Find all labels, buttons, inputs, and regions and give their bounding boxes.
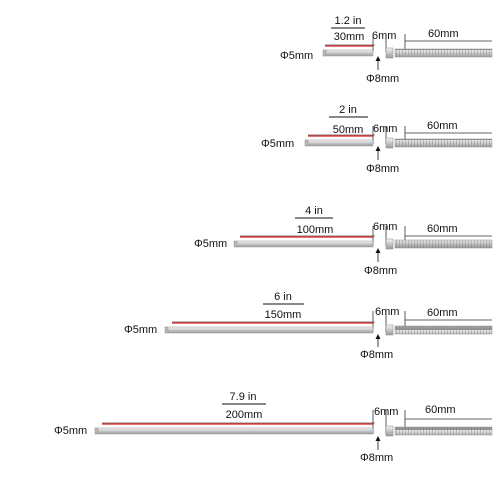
probe-tip bbox=[94, 427, 99, 435]
collar-diameter-label: Φ8mm bbox=[360, 349, 393, 361]
collar-diameter-label: Φ8mm bbox=[364, 265, 397, 277]
spring-length-label: 60mm bbox=[428, 28, 459, 40]
pointer-arrow-head bbox=[375, 334, 381, 339]
pointer-arrow-head bbox=[375, 436, 381, 441]
probe-sheath bbox=[236, 240, 374, 248]
spring bbox=[394, 325, 493, 335]
probe-sheath bbox=[325, 49, 374, 57]
collar bbox=[385, 238, 394, 250]
variant-5: 7.9 in 200mm Φ5mm 6mm 60mm Φ8mm bbox=[54, 391, 493, 464]
spring bbox=[394, 48, 493, 58]
probe-sheath bbox=[167, 326, 374, 334]
length-mm-label: 150mm bbox=[265, 309, 302, 321]
length-inch-label: 7.9 in bbox=[230, 391, 257, 403]
length-mm-label: 30mm bbox=[334, 31, 365, 43]
collar-diameter-label: Φ8mm bbox=[360, 452, 393, 464]
collar bbox=[385, 324, 394, 336]
spring bbox=[394, 426, 493, 436]
length-inch-label: 6 in bbox=[274, 291, 292, 303]
collar-length-label: 6mm bbox=[372, 30, 396, 42]
collar-diameter-label: Φ8mm bbox=[366, 163, 399, 175]
pointer-arrow-head bbox=[375, 146, 381, 151]
probe-tip bbox=[233, 240, 238, 248]
collar-length-label: 6mm bbox=[373, 123, 397, 135]
probe-diameter-label: Φ5mm bbox=[194, 238, 227, 250]
length-inch-label: 4 in bbox=[305, 205, 323, 217]
collar-length-label: 6mm bbox=[373, 221, 397, 233]
spring-length-label: 60mm bbox=[425, 404, 456, 416]
collar bbox=[385, 425, 394, 437]
pointer-arrow-head bbox=[375, 56, 381, 61]
spring-length-label: 60mm bbox=[427, 307, 458, 319]
collar-length-label: 6mm bbox=[375, 306, 399, 318]
probe-diameter-label: Φ5mm bbox=[280, 50, 313, 62]
length-mm-label: 100mm bbox=[297, 224, 334, 236]
spring-length-label: 60mm bbox=[427, 223, 458, 235]
probe-tip bbox=[304, 139, 309, 147]
variant-4: 6 in 150mm Φ5mm 6mm 60mm Φ8mm bbox=[124, 291, 493, 361]
spring bbox=[394, 239, 493, 249]
spring bbox=[394, 138, 493, 148]
spring-length-label: 60mm bbox=[427, 120, 458, 132]
collar bbox=[385, 47, 394, 59]
probe-diameter-label: Φ5mm bbox=[261, 138, 294, 150]
probe-diameter-label: Φ5mm bbox=[54, 425, 87, 437]
length-mm-label: 50mm bbox=[333, 124, 364, 136]
probe-tip bbox=[322, 49, 327, 57]
probe-sheath bbox=[97, 427, 374, 435]
length-inch-label: 2 in bbox=[339, 104, 357, 116]
collar-diameter-label: Φ8mm bbox=[366, 73, 399, 85]
pointer-arrow-head bbox=[375, 248, 381, 253]
variant-2: 2 in 50mm Φ5mm 6mm 60mm Φ8mm bbox=[261, 104, 493, 175]
collar bbox=[385, 137, 394, 149]
probe-sheath bbox=[307, 139, 374, 147]
length-inch-label: 1.2 in bbox=[335, 15, 362, 27]
variant-3: 4 in 100mm Φ5mm 6mm 60mm Φ8mm bbox=[194, 205, 493, 277]
probe-diameter-label: Φ5mm bbox=[124, 324, 157, 336]
length-mm-label: 200mm bbox=[226, 409, 263, 421]
variant-1: 1.2 in 30mm Φ5mm 6mm 60mm Φ8mm bbox=[280, 15, 493, 85]
probe-tip bbox=[164, 326, 169, 334]
